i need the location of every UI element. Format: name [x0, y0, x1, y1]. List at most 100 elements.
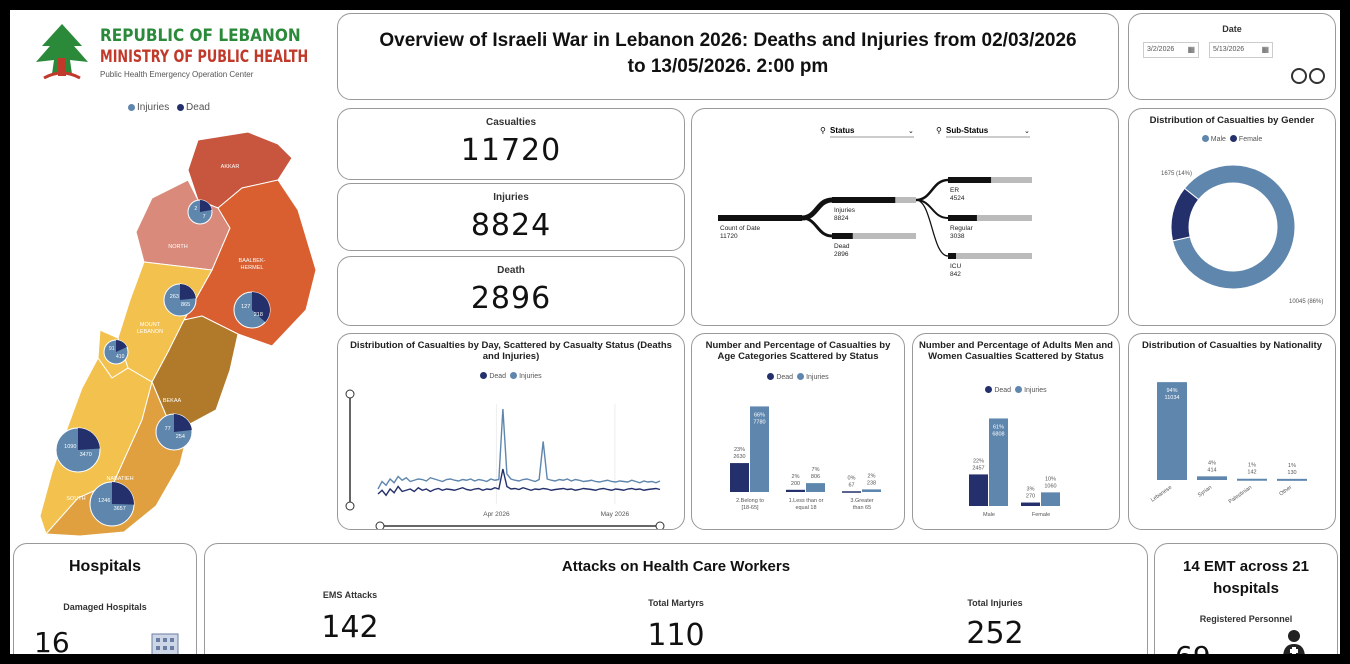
bar-data-label: 66% 7780	[753, 412, 765, 425]
donut-label-male: 10045 (86%)	[1289, 299, 1323, 305]
bar-dead-male[interactable]	[969, 474, 988, 506]
node-value: 4524	[950, 195, 965, 202]
injuries-legend-label: Injuries	[806, 374, 829, 381]
bubble-dead-slice	[180, 284, 196, 300]
decomp-link	[801, 216, 833, 238]
dead-legend-dot	[985, 386, 993, 393]
bubble-injuries-value: 218	[254, 312, 263, 318]
bar-dead-2-belong-to-18-65[interactable]	[730, 463, 749, 492]
daily-chart-card: Distribution of Casualties by Day, Scatt…	[337, 333, 685, 530]
calendar-icon[interactable]: ▦	[1187, 45, 1195, 54]
gender-donut-chart[interactable]: 10045 (86%) 1675 (14%)	[1129, 145, 1336, 325]
kpi-casualties: Casualties 11720	[337, 108, 685, 180]
map-bubble-north[interactable]: 27	[187, 199, 213, 225]
daily-line-chart[interactable]: Apr 2026 May 2026	[338, 334, 685, 530]
bar-dead-female[interactable]	[1021, 502, 1040, 506]
hospital-building-icon	[151, 633, 179, 654]
bubble-dead-slice	[78, 428, 100, 450]
bar-dead-1-less-than-or-equal-18[interactable]	[786, 489, 805, 492]
range-slider-handles[interactable]	[1289, 66, 1329, 86]
adults-bar-chart[interactable]: 22% 2457 61% 6808 Male 3% 270 10% 1060 Female	[913, 334, 1120, 530]
date-start-input[interactable]: 3/2/2026 ▦	[1143, 42, 1199, 58]
node-value: 2896	[834, 251, 849, 258]
title-card: Overview of Israeli War in Lebanon 2026:…	[337, 13, 1119, 100]
node-bar-fill	[832, 197, 896, 203]
bar-injuries-male[interactable]	[989, 418, 1008, 506]
node-bar-fill	[832, 233, 853, 239]
node-label: ER	[950, 187, 959, 194]
bubble-dead-slice	[200, 200, 212, 212]
map-bubble-baalbek-hermel[interactable]: 127 218	[233, 291, 271, 329]
bubble-dead-value: 2	[194, 206, 197, 212]
lebanon-map[interactable]: AKKAR NORTH BAALBEK-HERMEL MOUNT LEBANON BEIR…	[20, 120, 320, 540]
age-legend: Dead Injuries	[692, 373, 904, 381]
bubble-injuries-value: 7	[203, 214, 206, 220]
age-bar-chart[interactable]: 23% 2630 66% 7780 2.Belong to [18-65] 2% 200 7% 8…	[692, 334, 905, 530]
date-filter-label: Date	[1222, 24, 1242, 34]
bar-data-label: 94% 11034	[1165, 388, 1180, 401]
bar-other[interactable]	[1277, 478, 1307, 481]
nationality-bar-chart[interactable]: 94% 11034 Lebanese 4% 414 Syrian 1% 142 Palestin…	[1129, 334, 1336, 530]
bar-injuries-female[interactable]	[1041, 492, 1060, 506]
bar-palestinian[interactable]	[1237, 478, 1267, 481]
attacks-title: Attacks on Health Care Workers	[561, 558, 791, 575]
kpi-injuries: Injuries 8824	[337, 183, 685, 251]
node-value: 3038	[950, 233, 965, 240]
status-filter-dropdown[interactable]: ⚲ Status ⌄	[820, 126, 914, 138]
calendar-icon[interactable]: ▦	[1261, 45, 1269, 54]
bar-injuries-3-greater-than-65[interactable]	[862, 489, 881, 492]
substatus-filter-label: Sub-Status	[946, 126, 989, 135]
decomp-link	[915, 199, 949, 257]
hospitals-card: Hospitals Damaged Hospitals 16	[13, 543, 197, 654]
gender-chart-card: Distribution of Casualties by Gender Mal…	[1128, 108, 1336, 326]
donut-slice-female[interactable]	[1170, 187, 1200, 242]
date-end-input[interactable]: 5/13/2026 ▦	[1209, 42, 1273, 58]
bubble-injuries-value: 254	[176, 434, 185, 440]
bar-data-label: 2% 200	[791, 474, 800, 487]
substatus-filter-dropdown[interactable]: ⚲ Sub-Status ⌄	[936, 126, 1030, 138]
bubble-dead-value: 77	[165, 426, 171, 432]
kpi-death-label: Death	[497, 265, 525, 276]
map-region-bekaa[interactable]	[151, 315, 239, 425]
bar-injuries-1-less-than-or-equal-18[interactable]	[806, 483, 825, 492]
injuries-legend-dot	[1015, 386, 1023, 393]
decomposition-tree[interactable]: ⚲ Status ⌄ ⚲ Sub-Status ⌄ Count of Date1…	[692, 109, 1119, 326]
donut-slice-male[interactable]	[1171, 164, 1296, 290]
bar-data-label: 3% 270	[1026, 487, 1035, 500]
dead-legend-dot	[767, 373, 775, 380]
chevron-down-icon: ⌄	[908, 128, 914, 135]
male-legend-dot	[1201, 135, 1209, 142]
total-injuries-label: Total Injuries	[967, 598, 1023, 608]
map-bubble-nabatieh[interactable]: 1246 3657	[89, 481, 135, 527]
x-tick-label: Apr 2026	[483, 511, 510, 518]
registered-personnel-label: Registered Personnel	[1199, 614, 1293, 624]
bubble-dead-slice	[252, 292, 271, 323]
x-slider-handle[interactable]	[375, 521, 385, 530]
map-bubble-south[interactable]: 1090 3470	[55, 427, 101, 473]
series-line-dead[interactable]	[377, 468, 661, 497]
bar-syrian[interactable]	[1197, 476, 1227, 480]
map-bubble-bekaa[interactable]: 77 254	[155, 413, 193, 451]
node-label: Dead	[834, 243, 850, 250]
age-chart-card: Number and Percentage of Casualties by A…	[691, 333, 905, 530]
bubble-dead-slice	[112, 482, 134, 505]
injuries-legend-dot	[510, 372, 518, 379]
bar-dead-3-greater-than-65[interactable]	[842, 491, 861, 493]
bar-data-label: 2% 238	[867, 473, 876, 486]
bar-lebanese[interactable]	[1157, 382, 1187, 480]
series-line-injuries[interactable]	[377, 408, 661, 490]
emt-title: 14 EMT across 21 hospitals	[1183, 558, 1309, 597]
nationality-chart-card: Distribution of Casualties by Nationalit…	[1128, 333, 1336, 530]
x-slider-handle[interactable]	[655, 521, 665, 530]
bar-injuries-2-belong-to-18-65[interactable]	[750, 406, 769, 492]
y-slider-handle[interactable]	[345, 389, 355, 399]
y-slider-handle[interactable]	[345, 501, 355, 511]
